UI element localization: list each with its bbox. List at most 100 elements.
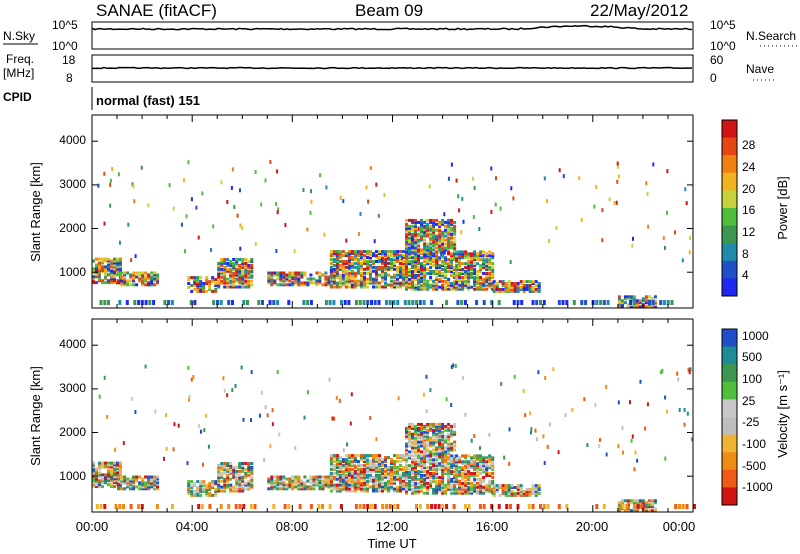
- power-echo-cell: [441, 273, 445, 277]
- power-echo-cell: [294, 281, 298, 285]
- power-echo-cell: [341, 273, 345, 277]
- power-echo-cell: [220, 258, 224, 261]
- velocity-echo-cell: [188, 395, 191, 400]
- velocity-echo-cell: [220, 475, 224, 479]
- velocity-echo-cell: [420, 474, 423, 477]
- power-echo-cell: [339, 195, 342, 200]
- power-echo-cell: [329, 269, 333, 273]
- velocity-echo-cell: [408, 430, 411, 434]
- velocity-echo-cell: [119, 463, 122, 467]
- velocity-echo-cell: [438, 442, 442, 446]
- velocity-echo-cell: [678, 407, 681, 412]
- velocity-echo-cell: [329, 454, 333, 458]
- velocity-echo-cell: [626, 501, 630, 505]
- power-echo-cell: [436, 260, 439, 265]
- power-echo-cell: [447, 266, 451, 270]
- power-echo-cell: [450, 281, 454, 285]
- velocity-echo-cell: [438, 489, 442, 493]
- velocity-echo-cell: [516, 484, 520, 488]
- velocity-echo-cell: [644, 505, 648, 509]
- power-echo-cell: [384, 267, 387, 271]
- velocity-echo-cell: [235, 481, 239, 485]
- velocity-echo-cell: [621, 504, 625, 509]
- velocity-echo-cell: [312, 487, 316, 491]
- power-echo-cell: [455, 277, 459, 281]
- velocity-echo-cell: [429, 454, 433, 458]
- power-echo-cell: [344, 279, 348, 283]
- velocity-echo-cell: [341, 473, 345, 477]
- velocity-echo-cell: [441, 464, 445, 468]
- power-echo-cell: [423, 270, 427, 273]
- velocity-echo-cell: [444, 428, 448, 432]
- power-echo-cell: [315, 271, 319, 275]
- velocity-echo-cell: [324, 481, 328, 485]
- power-echo-cell: [116, 257, 119, 261]
- velocity-echo-cell: [426, 472, 430, 475]
- power-echo-cell: [488, 272, 492, 275]
- power-echo-cell: [341, 260, 345, 263]
- velocity-echo-cell: [438, 456, 442, 460]
- power-echo-cell: [107, 259, 110, 263]
- velocity-echo-cell: [122, 504, 125, 509]
- power-echo-cell: [411, 234, 414, 238]
- velocity-echo-cell: [417, 432, 420, 436]
- power-echo-cell: [235, 285, 239, 289]
- velocity-echo-cell: [522, 489, 526, 493]
- velocity-echo-cell: [638, 499, 642, 503]
- velocity-echo-cell: [405, 458, 408, 462]
- power-echo-cell: [375, 271, 378, 275]
- power-echo-cell: [119, 269, 122, 273]
- velocity-echo-cell: [426, 450, 430, 454]
- velocity-echo-cell: [338, 469, 342, 473]
- velocity-echo-cell: [95, 477, 98, 481]
- power-echo-cell: [126, 283, 130, 287]
- power-echo-cell: [450, 228, 454, 232]
- velocity-echo-cell: [375, 487, 378, 491]
- velocity-echo-cell: [250, 418, 252, 423]
- velocity-echo-cell: [417, 436, 420, 440]
- velocity-echo-cell: [411, 491, 414, 495]
- velocity-echo-cell: [229, 483, 233, 487]
- velocity-echo-cell: [247, 469, 251, 473]
- velocity-echo-cell: [381, 462, 384, 465]
- power-echo-cell: [405, 283, 408, 287]
- velocity-echo-cell: [441, 468, 445, 472]
- velocity-echo-cell: [399, 489, 402, 493]
- velocity-echo-cell: [453, 440, 457, 444]
- power-echo-cell: [472, 215, 475, 220]
- power-echo-cell: [429, 258, 433, 262]
- power-echo-cell: [453, 230, 457, 234]
- velocity-echo-cell: [470, 464, 474, 468]
- velocity-echo-cell: [220, 467, 224, 471]
- power-echo-cell: [647, 305, 651, 309]
- power-echo-cell: [329, 267, 333, 271]
- power-echo-cell: [447, 220, 451, 224]
- velocity-echo-cell: [356, 487, 360, 491]
- velocity-echo-cell: [467, 485, 471, 489]
- power-echo-cell: [429, 254, 433, 258]
- power-echo-cell: [443, 212, 446, 217]
- velocity-echo-cell: [378, 460, 381, 463]
- power-echo-cell: [118, 300, 122, 305]
- power-echo-cell: [461, 279, 465, 283]
- power-echo-cell: [329, 258, 333, 261]
- power-echo-cell: [232, 267, 236, 271]
- power-echo-cell: [332, 277, 336, 281]
- velocity-echo-cell: [291, 483, 295, 487]
- power-echo-cell: [125, 300, 129, 305]
- power-echo-cell: [344, 265, 348, 269]
- velocity-echo-cell: [211, 486, 215, 489]
- power-echo-cell: [150, 271, 154, 275]
- power-echo-cell: [110, 273, 113, 277]
- velocity-echo-cell: [438, 434, 442, 438]
- power-echo-cell: [616, 179, 619, 184]
- power-echo-cell: [534, 289, 538, 293]
- power-echo-cell: [366, 267, 369, 271]
- velocity-echo-cell: [273, 487, 277, 491]
- velocity-echo-cell: [384, 487, 387, 491]
- power-echo-cell: [420, 272, 423, 275]
- velocity-echo-cell: [235, 479, 239, 483]
- velocity-echo-cell: [467, 476, 471, 479]
- power-echo-cell: [444, 230, 448, 234]
- power-echo-cell: [435, 222, 439, 226]
